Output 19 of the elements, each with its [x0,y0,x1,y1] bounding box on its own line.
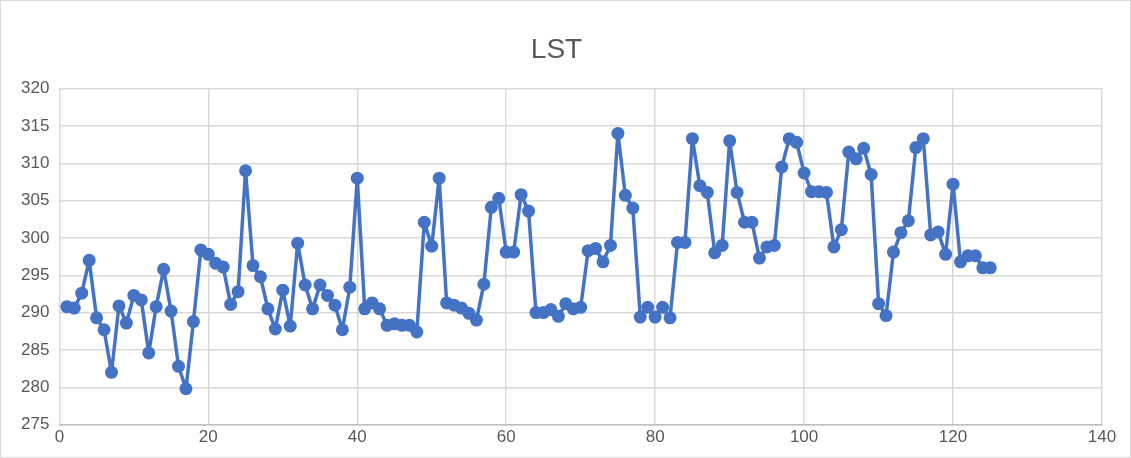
x-tick-label: 100 [789,427,819,447]
y-tick-label: 315 [20,115,50,135]
x-tick-label: 20 [198,427,218,447]
x-tick-label: 80 [645,427,665,447]
y-tick-label: 310 [20,152,50,172]
y-tick-label: 285 [20,339,50,359]
y-tick-label: 295 [20,264,50,284]
y-tick-label: 300 [20,227,50,247]
chart-title: LST [530,32,583,64]
y-tick-label: 320 [20,78,50,98]
x-tick-label: 120 [938,427,968,447]
x-tick-label: 60 [496,427,516,447]
x-tick-label: 40 [347,427,367,447]
y-tick-label: 275 [20,414,50,434]
y-tick-label: 290 [20,302,50,322]
x-tick-label: 140 [1087,427,1117,447]
y-tick-label: 305 [20,190,50,210]
y-tick-label: 280 [20,376,50,396]
x-tick-label: 0 [54,427,65,447]
